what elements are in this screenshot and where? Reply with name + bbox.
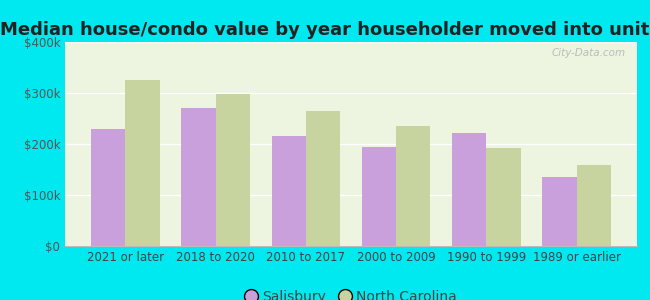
- Bar: [216, 94, 250, 246]
- Bar: [577, 165, 611, 246]
- Text: City-Data.com: City-Data.com: [551, 48, 625, 58]
- Bar: [542, 177, 577, 246]
- Legend: Salisbury, North Carolina: Salisbury, North Carolina: [245, 290, 457, 300]
- Bar: [396, 126, 430, 246]
- Bar: [181, 108, 216, 246]
- Bar: [452, 133, 486, 246]
- Text: Median house/condo value by year householder moved into unit: Median house/condo value by year househo…: [0, 21, 650, 39]
- Bar: [125, 80, 160, 246]
- Bar: [362, 146, 396, 246]
- Bar: [91, 129, 125, 246]
- Bar: [486, 148, 521, 246]
- Bar: [272, 136, 306, 246]
- Bar: [306, 111, 340, 246]
